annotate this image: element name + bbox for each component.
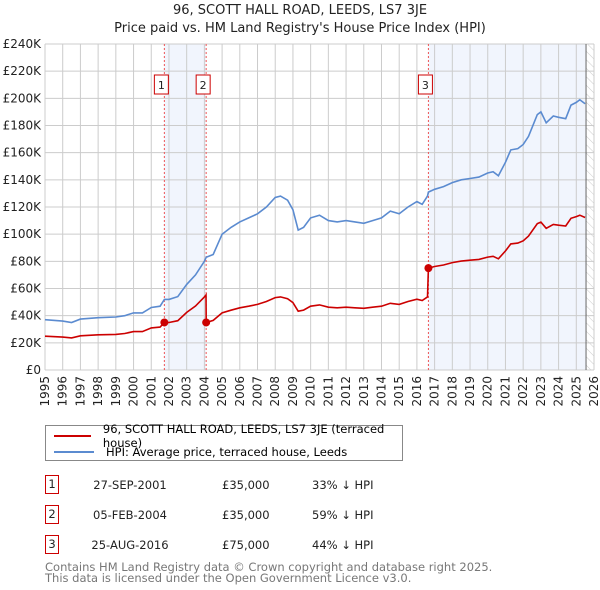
- x-tick-label: 2026: [587, 376, 600, 407]
- x-tick-label: 2005: [215, 376, 229, 407]
- price-chart: £0 £20K £40K £60K £80K £100K £120K £140K £160K £1…: [3, 37, 600, 407]
- x-tick-label: 2013: [357, 376, 371, 407]
- hpi-line: [44, 98, 586, 324]
- sale-marker-badge: 1: [45, 475, 59, 494]
- legend-swatch-blue: [54, 451, 94, 453]
- y-tick-label: £160K: [3, 146, 43, 160]
- footer-copyright: Contains HM Land Registry data © Crown c…: [45, 560, 493, 574]
- y-tick-label: £0: [26, 363, 41, 377]
- x-tick-label: 2021: [498, 376, 512, 407]
- sale-hpi-diff: 59% ↓ HPI: [312, 508, 374, 522]
- x-tick-label: 2025: [569, 376, 583, 407]
- sale-price: £35,000: [222, 508, 270, 522]
- x-tick-label: 2009: [286, 376, 300, 407]
- x-tick-label: 2011: [321, 376, 335, 407]
- x-tick-label: 2012: [339, 376, 353, 407]
- sale-point: [424, 264, 433, 273]
- sale-marker-badge: 3: [45, 535, 59, 554]
- x-tick-label: 2018: [445, 376, 459, 407]
- legend-label: 96, SCOTT HALL ROAD, LEEDS, LS7 3JE (ter…: [102, 422, 385, 450]
- sale-marker-box: [153, 74, 169, 95]
- legend-item-property: 96, SCOTT HALL ROAD, LEEDS, LS7 3JE (ter…: [54, 422, 402, 450]
- legend-swatch-red: [54, 435, 91, 437]
- x-tick-label: 2020: [481, 376, 495, 407]
- x-tick-label: 2022: [516, 376, 530, 407]
- sale-marker-badge: 2: [45, 505, 59, 524]
- chart-title: 96, SCOTT HALL ROAD, LEEDS, LS7 3JE: [172, 3, 428, 18]
- sale-price: £75,000: [222, 538, 270, 552]
- y-tick-label: £20K: [10, 336, 42, 350]
- legend-label: HPI: Average price, terraced house, Leed…: [106, 445, 348, 459]
- x-tick-label: 2006: [233, 376, 247, 407]
- x-tick-label: 2003: [180, 376, 194, 407]
- sale-point: [202, 318, 211, 327]
- sale-date: 25-AUG-2016: [91, 538, 169, 552]
- sale-marker-box: [195, 74, 211, 95]
- sale-row: 2 05-FEB-2004 £35,000 59% ↓ HPI: [0, 505, 600, 527]
- x-tick-label: 2010: [304, 376, 318, 407]
- sale-point: [160, 318, 169, 327]
- legend: 96, SCOTT HALL ROAD, LEEDS, LS7 3JE (ter…: [45, 422, 403, 461]
- sale-date: 05-FEB-2004: [93, 508, 167, 522]
- y-tick-label: £200K: [3, 91, 43, 105]
- y-tick-label: £80K: [10, 254, 42, 268]
- x-tick-label: 1995: [38, 376, 52, 407]
- sale-marker-number: 2: [200, 79, 207, 92]
- footer-licence: This data is licensed under the Open Gov…: [45, 571, 412, 585]
- y-tick-label: £40K: [10, 309, 42, 323]
- x-tick-label: 2017: [428, 376, 442, 407]
- x-tick-label: 2004: [197, 376, 211, 407]
- x-tick-label: 2014: [374, 376, 388, 407]
- x-tick-label: 1999: [109, 376, 123, 407]
- x-tick-label: 1996: [56, 376, 70, 407]
- y-tick-label: £240K: [3, 37, 43, 51]
- x-tick-label: 2008: [268, 376, 282, 407]
- chart-subtitle: Price paid vs. HM Land Registry's House …: [114, 21, 486, 36]
- y-tick-label: £180K: [3, 119, 43, 133]
- sale-marker-number: 3: [422, 79, 429, 92]
- y-tick-label: £100K: [3, 227, 43, 241]
- x-tick-label: 1998: [91, 376, 105, 407]
- sale-hpi-diff: 33% ↓ HPI: [312, 478, 374, 492]
- sale-hpi-diff: 44% ↓ HPI: [312, 538, 374, 552]
- y-tick-label: £120K: [3, 200, 43, 214]
- x-tick-label: 1997: [73, 376, 87, 407]
- y-tick-label: £60K: [10, 282, 42, 296]
- sale-marker-box: [417, 74, 433, 95]
- x-tick-label: 2007: [251, 376, 265, 407]
- x-tick-label: 2019: [463, 376, 477, 407]
- y-tick-label: £220K: [3, 64, 43, 78]
- sale-price: £35,000: [222, 478, 270, 492]
- x-tick-label: 2001: [144, 376, 158, 407]
- x-tick-label: 2023: [534, 376, 548, 407]
- x-tick-label: 2000: [127, 376, 141, 407]
- legend-item-hpi: HPI: Average price, terraced house, Leed…: [54, 444, 347, 460]
- sale-row: 1 27-SEP-2001 £35,000 33% ↓ HPI: [0, 475, 600, 497]
- sale-date: 27-SEP-2001: [93, 478, 167, 492]
- sale-marker-number: 1: [158, 79, 165, 92]
- x-tick-label: 2024: [552, 376, 566, 407]
- x-tick-label: 2015: [392, 376, 406, 407]
- x-tick-label: 2016: [410, 376, 424, 407]
- sale-row: 3 25-AUG-2016 £75,000 44% ↓ HPI: [0, 535, 600, 557]
- y-tick-label: £140K: [3, 173, 43, 187]
- x-tick-label: 2002: [162, 376, 176, 407]
